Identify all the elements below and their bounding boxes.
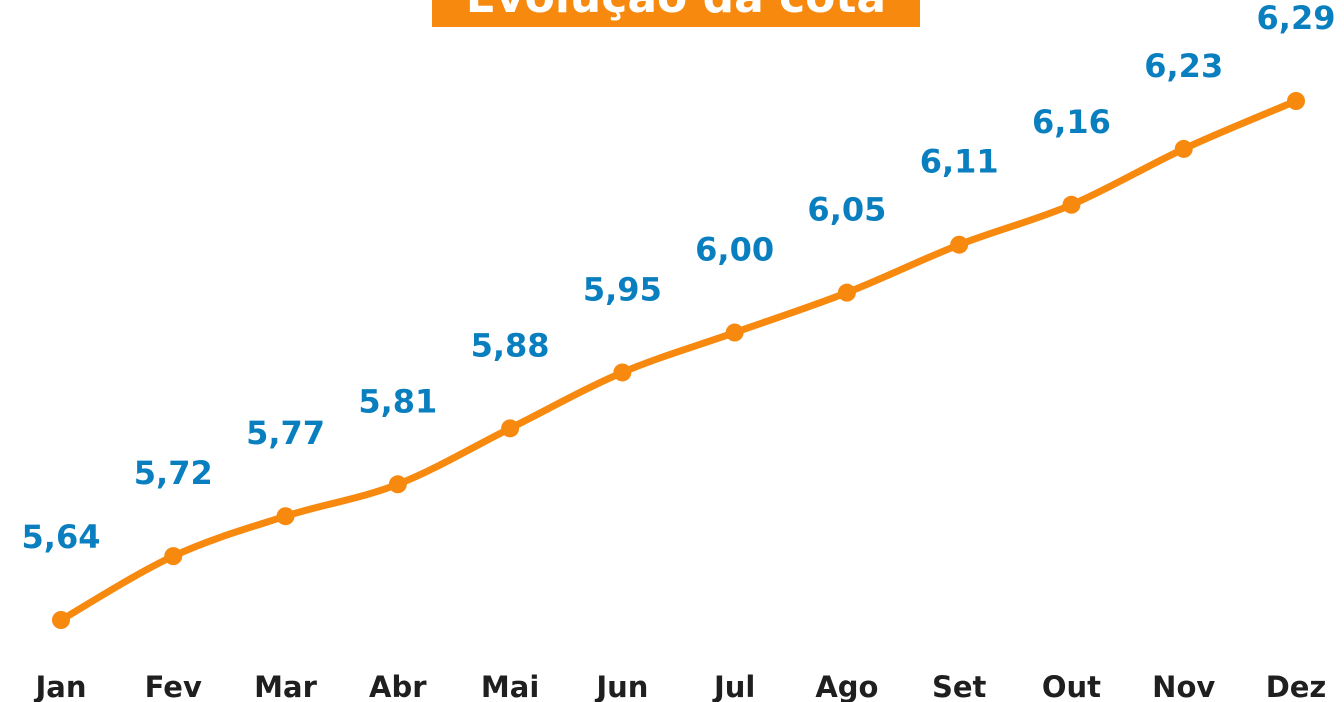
point [1287, 92, 1305, 110]
data-label: 5,81 [358, 382, 437, 420]
x-tick-label: Nov [1152, 670, 1215, 702]
data-label: 5,95 [583, 270, 662, 308]
data-label: 6,00 [695, 231, 774, 269]
point [52, 611, 70, 629]
point [388, 475, 407, 494]
data-label: 5,77 [246, 414, 325, 452]
data-label: 6,16 [1032, 103, 1111, 141]
point [1174, 139, 1193, 158]
x-tick-label: Jan [33, 670, 86, 702]
point [276, 507, 295, 526]
x-tick-label: Jul [712, 670, 755, 702]
x-tick-label: Ago [815, 670, 878, 702]
x-tick-label: Abr [369, 670, 427, 702]
x-tick-label: Fev [145, 670, 202, 702]
data-label: 5,88 [471, 326, 550, 364]
chart-title: Evolução da cota [466, 0, 886, 23]
x-tick-label: Set [932, 670, 987, 702]
data-label: 6,29 [1257, 0, 1336, 37]
line [57, 97, 1300, 624]
point [725, 323, 744, 342]
title-background [432, 0, 920, 27]
data-label: 5,72 [134, 454, 213, 492]
point [501, 419, 520, 438]
data-label: 5,64 [22, 518, 101, 556]
point [613, 363, 632, 382]
x-tick-label: Out [1042, 670, 1101, 702]
x-tick-label: Jun [594, 670, 648, 702]
x-tick-label: Mai [481, 670, 539, 702]
point [950, 235, 969, 254]
data-label: 6,23 [1144, 47, 1223, 85]
data-label: 6,05 [807, 191, 886, 229]
point [1062, 195, 1081, 214]
data-label: 6,11 [920, 143, 999, 181]
point [837, 283, 856, 302]
x-tick-label: Dez [1266, 670, 1327, 702]
point [164, 547, 183, 566]
x-tick-label: Mar [254, 670, 317, 702]
